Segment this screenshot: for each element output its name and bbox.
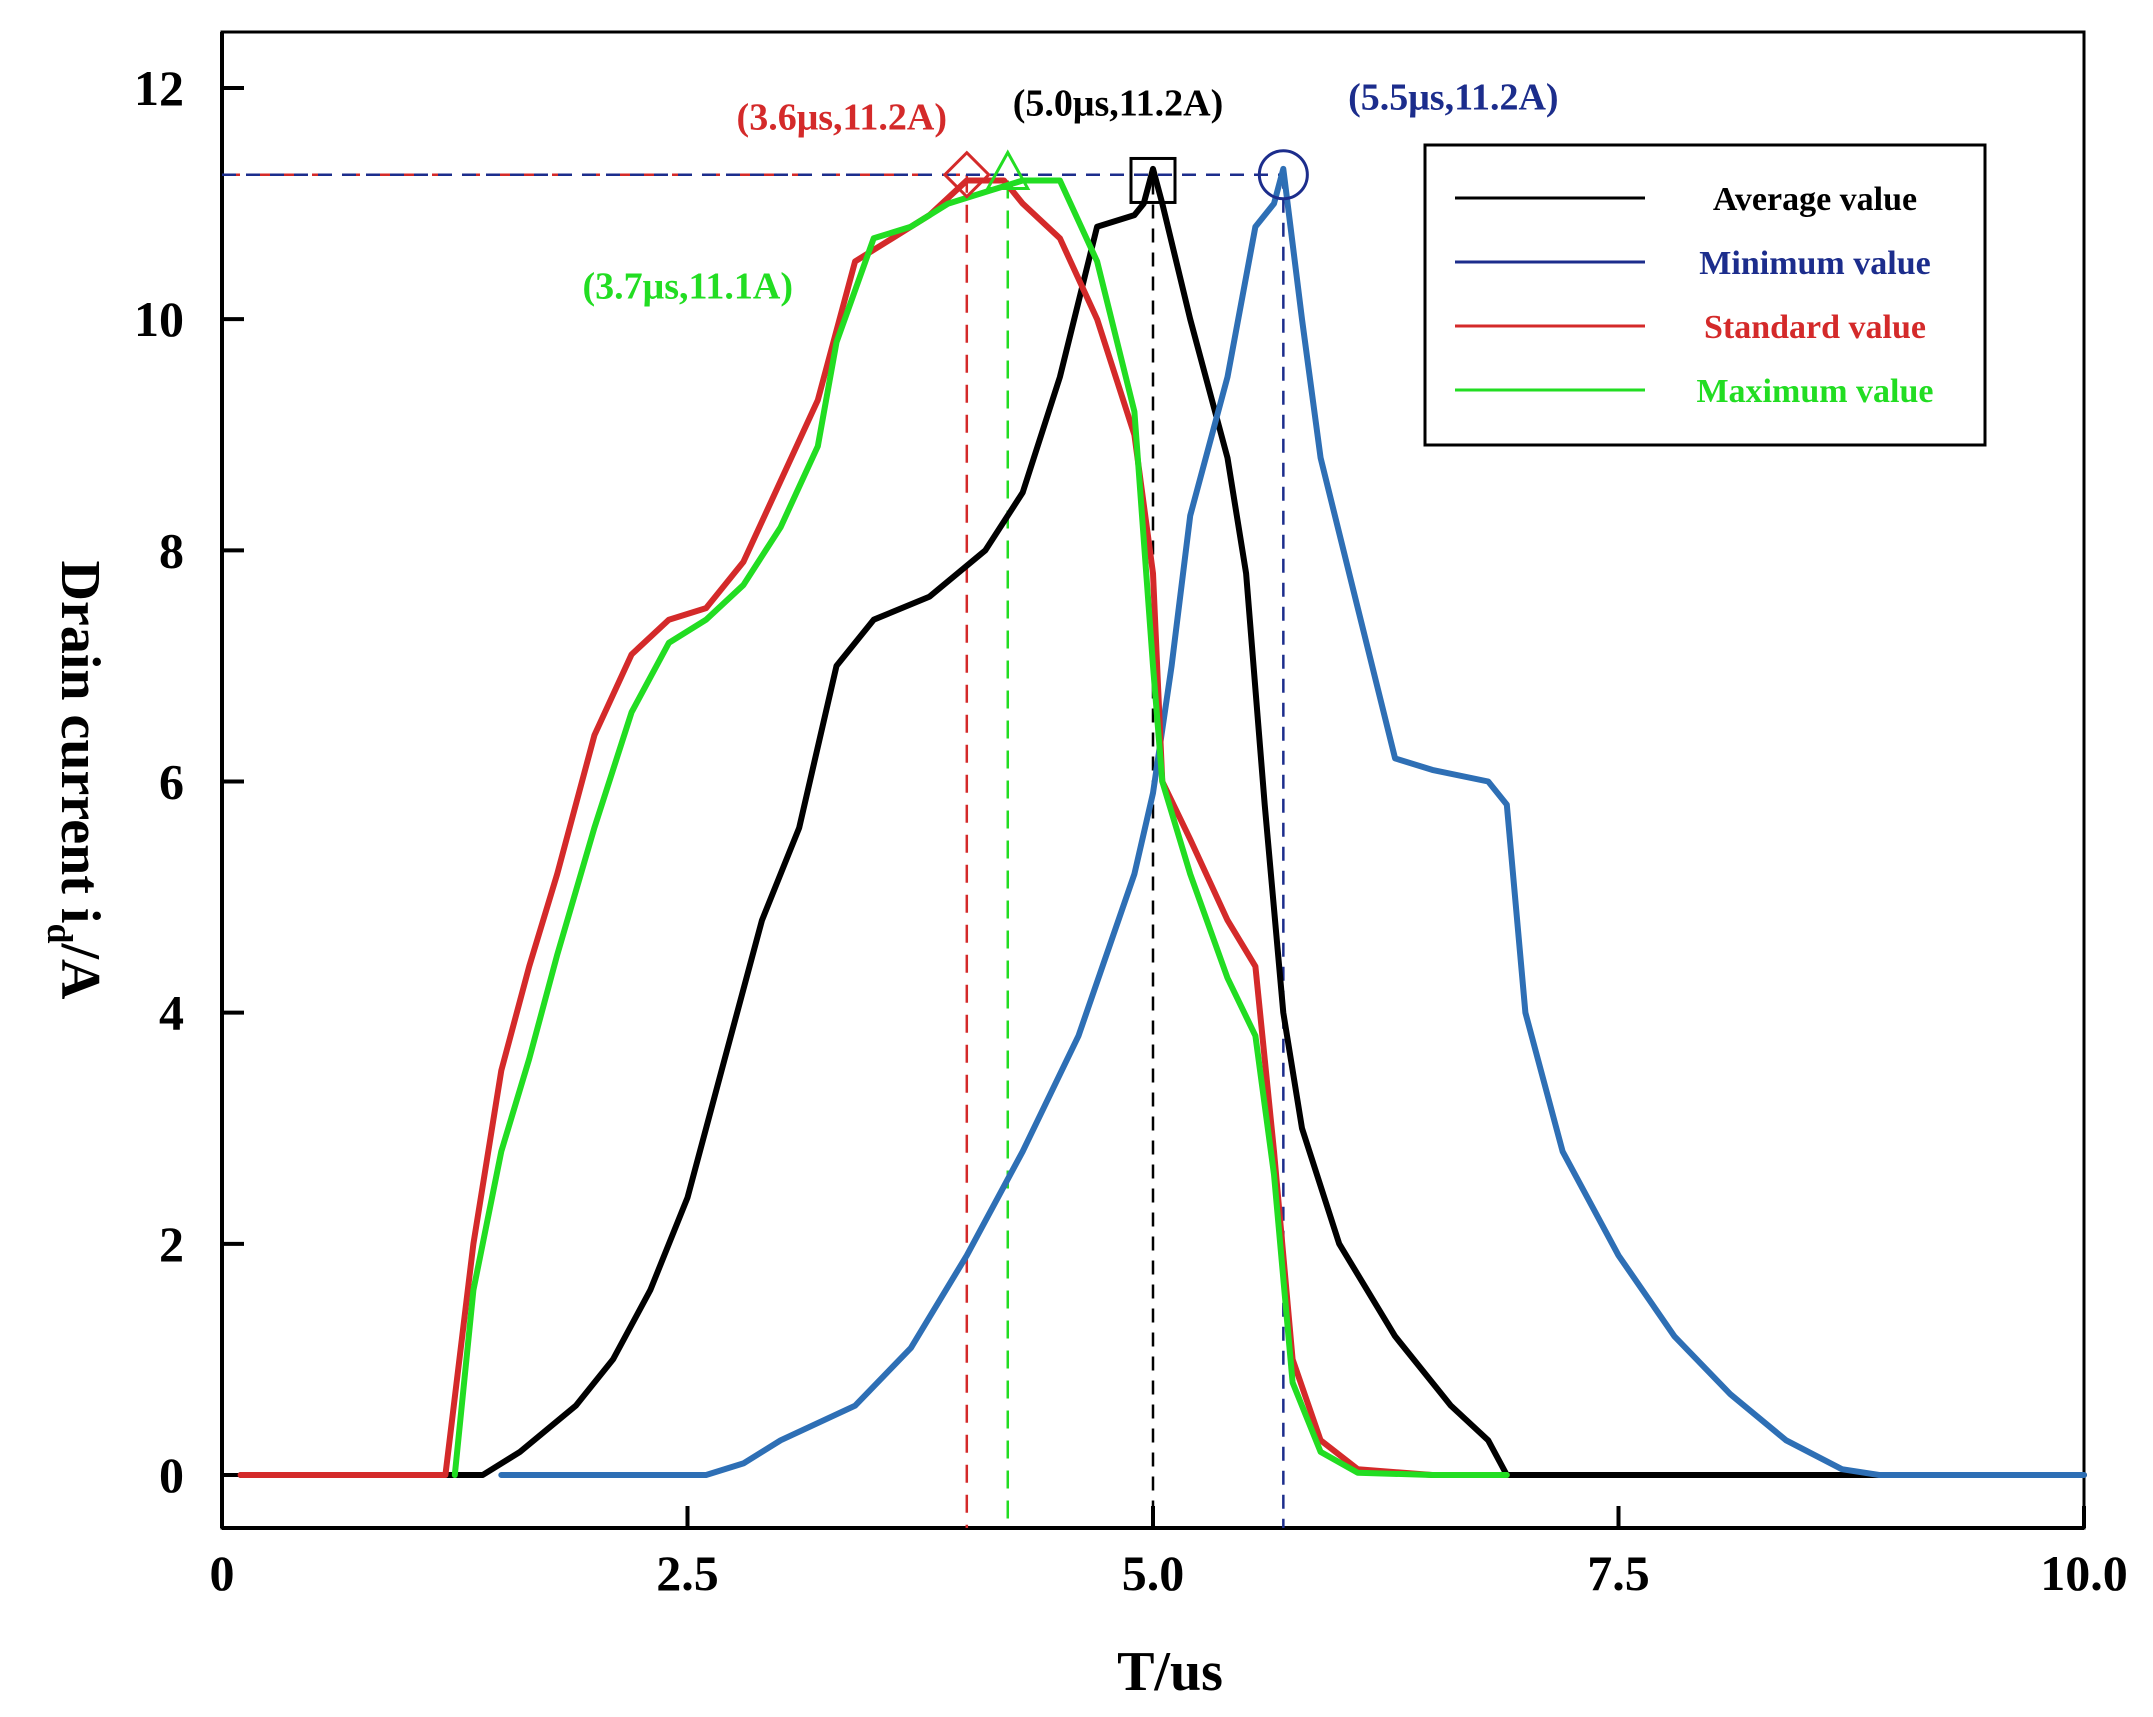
y-tick-label: 12: [134, 60, 184, 116]
y-axis-title-main: Drain current i: [49, 561, 111, 924]
peak-annotation-label: (3.7μs,11.1A): [583, 265, 793, 307]
y-axis-title-unit: /A: [49, 942, 111, 1000]
y-tick-label: 2: [159, 1216, 184, 1272]
x-tick-label: 0: [210, 1545, 235, 1601]
x-tick-label: 7.5: [1587, 1545, 1650, 1601]
x-tick-label: 5.0: [1122, 1545, 1185, 1601]
y-tick-label: 4: [159, 985, 184, 1041]
circle-marker: [1257, 149, 1309, 201]
y-axis-title: Drain current id/A: [40, 561, 111, 1000]
legend-box: [1423, 143, 1987, 447]
y-tick-label: 10: [134, 291, 184, 347]
triangle-marker: [985, 149, 1031, 190]
axis-ticks: 0 2 4 6 8 10 12 0 2.5 5.0 7.5 10.0: [134, 60, 2128, 1601]
square-marker: [1129, 156, 1177, 204]
legend-label: Maximum value: [1696, 373, 1933, 410]
series-line: [237, 177, 1510, 1478]
y-axis-title-sub: d: [40, 923, 80, 943]
series-line: [498, 165, 2087, 1478]
legend-entries: Average value Minimum value Standard value…: [1455, 181, 1934, 410]
x-tick-label: 10.0: [2040, 1545, 2128, 1601]
peak-markers: [942, 149, 1309, 204]
legend: Average value Minimum value Standard value…: [1423, 143, 1987, 447]
legend-label: Standard value: [1704, 309, 1926, 346]
series-line: [451, 177, 1510, 1478]
series-line: [237, 165, 2087, 1478]
y-tick-label: 0: [159, 1447, 184, 1503]
diamond-marker: [942, 150, 991, 199]
legend-label: Average value: [1713, 181, 1917, 218]
y-tick-label: 6: [159, 754, 184, 810]
peak-annotations: (3.6μs,11.2A) (3.7μs,11.1A) (5.0μs,11.2A) (…: [583, 77, 1559, 308]
y-tick-label: 8: [159, 522, 184, 578]
legend-label: Minimum value: [1699, 245, 1930, 282]
peak-annotation-label: (5.5μs,11.2A): [1348, 77, 1558, 119]
x-axis-title: T/us: [1117, 1641, 1223, 1703]
peak-annotation-label: (5.0μs,11.2A): [1013, 82, 1223, 124]
reference-lines: [222, 173, 1285, 1528]
peak-annotation-label: (3.6μs,11.2A): [737, 97, 947, 139]
x-tick-label: 2.5: [656, 1545, 719, 1601]
